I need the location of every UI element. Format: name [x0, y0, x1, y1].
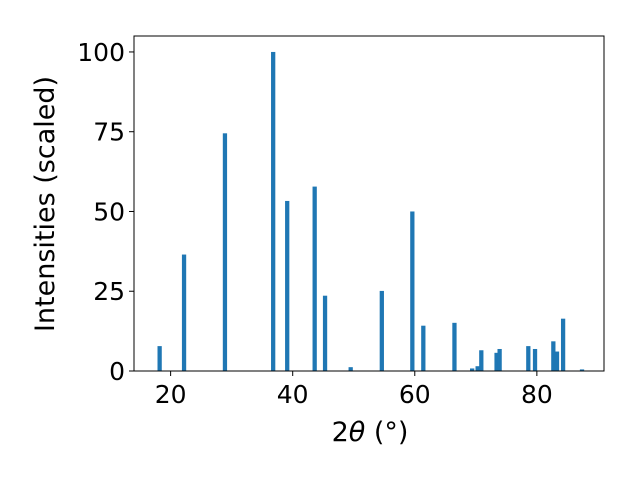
bar-12 [470, 368, 475, 371]
x-axis-label-unit: (°) [365, 417, 408, 448]
bar-16 [497, 348, 502, 371]
y-tick-label-3: 75 [93, 118, 125, 147]
bar-17 [526, 346, 531, 371]
x-tick-label-0: 20 [155, 380, 187, 409]
x-axis-label-main: 2 [332, 417, 349, 448]
x-axis-label: 2θ (°) [332, 417, 409, 448]
y-tick-label-0: 0 [109, 357, 125, 386]
bar-8 [379, 290, 384, 371]
x-tick-label-2: 60 [399, 380, 431, 409]
bar-6 [322, 295, 328, 371]
bar-21 [560, 318, 566, 371]
bar-13 [475, 366, 480, 371]
bar-7 [348, 367, 353, 371]
bar-20 [554, 351, 560, 371]
bar-3 [271, 51, 276, 371]
bar-5 [312, 186, 317, 371]
bar-0 [157, 346, 162, 371]
y-tick-label-2: 50 [93, 197, 125, 226]
bars-group [157, 51, 585, 371]
bar-11 [452, 322, 457, 371]
bar-19 [551, 341, 556, 371]
bar-10 [421, 325, 426, 371]
x-tick-label-3: 80 [521, 380, 553, 409]
bar-14 [479, 350, 484, 371]
y-tick-label-4: 100 [77, 38, 125, 67]
plot-frame [133, 35, 605, 372]
bar-1 [181, 254, 187, 371]
y-axis-label: Intensities (scaled) [30, 76, 61, 332]
bar-4 [285, 200, 290, 371]
bar-15 [494, 352, 499, 371]
bar-22 [579, 369, 585, 371]
bar-9 [410, 211, 415, 371]
y-tick-label-1: 25 [93, 277, 125, 306]
x-axis-label-theta: θ [349, 417, 366, 448]
bar-18 [532, 348, 538, 371]
x-tick-label-1: 40 [277, 380, 309, 409]
x-axis: 20 40 60 80 [155, 371, 553, 409]
bar-2 [222, 133, 228, 371]
y-axis: 0 25 50 75 100 [77, 38, 134, 386]
